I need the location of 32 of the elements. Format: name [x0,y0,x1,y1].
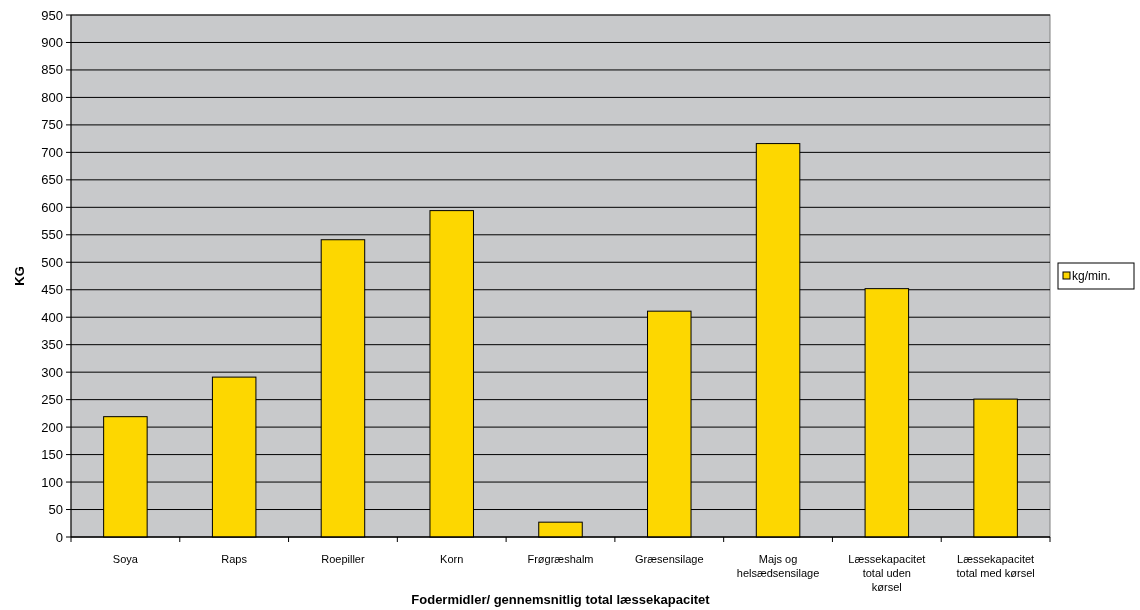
y-tick-label: 50 [48,502,63,518]
y-tick-label: 950 [41,7,63,23]
y-tick-label: 400 [41,309,63,325]
y-tick-label: 350 [41,337,63,353]
y-tick-label: 100 [41,474,63,490]
legend-label: kg/min. [1072,269,1111,284]
y-axis-title: KG [12,266,27,286]
y-tick-label: 150 [41,447,63,463]
y-tick-label: 600 [41,199,63,215]
y-tick-label: 250 [41,392,63,408]
x-tick-label: Majs og helsædsensilage [736,553,820,579]
y-tick-label: 550 [41,227,63,243]
y-tick-label: 450 [41,282,63,298]
y-tick-label: 800 [41,89,63,105]
y-tick-label: 900 [41,35,63,51]
x-tick-label: Korn [440,553,464,565]
y-tick-label: 650 [41,172,63,188]
y-tick-label: 200 [41,419,63,435]
x-tick-label: Roepiller [321,553,365,565]
x-tick-label: Læssekapacitet total uden kørsel [848,553,926,593]
x-tick-label: Græsensilage [635,553,704,565]
y-tick-label: 0 [55,529,63,545]
x-tick-label: Soya [112,553,139,565]
x-tick-label: Raps [221,553,248,565]
y-tick-label: 700 [41,144,63,160]
x-tick-label: Frøgræshalm [527,553,594,565]
y-tick-label: 750 [41,117,63,133]
x-tick-label: Læssekapacitet total med kørsel [956,553,1035,579]
y-tick-label: 850 [41,62,63,78]
x-axis-title: Fodermidler/ gennemsnitlig total læssekapacitet [411,592,711,607]
y-tick-label: 500 [41,254,63,270]
y-tick-label: 300 [41,364,63,380]
